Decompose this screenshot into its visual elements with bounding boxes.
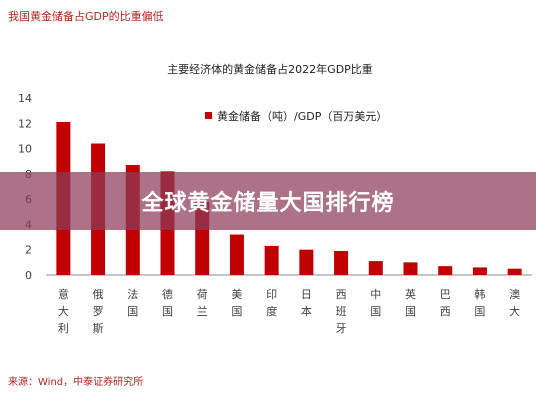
x-tick-label: 大: [509, 304, 520, 318]
x-tick-label: 班: [336, 305, 347, 318]
legend-label: 黄金储备（吨）/GDP（百万美元）: [217, 109, 387, 123]
bar-7: [299, 249, 314, 275]
banner-text: 全球黄金储量大国排行榜: [141, 191, 395, 216]
x-tick-label: 俄: [93, 288, 104, 301]
y-tick-label: 2: [25, 244, 32, 257]
bar-5: [229, 234, 244, 275]
x-tick-label: 国: [231, 305, 242, 318]
page-title: 我国黄金储备占GDP的比重偏低: [8, 10, 164, 23]
y-tick-label: 12: [18, 117, 32, 130]
x-tick-label: 意: [58, 287, 69, 301]
x-tick-label: 法: [127, 287, 138, 301]
bar-12: [472, 267, 487, 275]
x-tick-label: 利: [58, 322, 69, 335]
x-tick-label: 美: [231, 288, 242, 301]
y-tick-label: 14: [18, 92, 32, 105]
y-tick-label: 10: [18, 143, 32, 156]
x-tick-label: 度: [266, 304, 277, 318]
chart-title: 主要经济体的黄金储备占2022年GDP比重: [167, 62, 373, 76]
x-tick-label: 国: [127, 305, 138, 318]
x-tick-label: 西: [440, 305, 451, 318]
x-tick-label: 罗: [93, 305, 104, 318]
x-tick-label: 斯: [93, 322, 104, 335]
bar-9: [368, 261, 383, 275]
title-banner: 全球黄金储量大国排行榜: [0, 172, 536, 230]
x-tick-label: 国: [370, 305, 381, 318]
x-tick-label: 韩: [474, 287, 485, 301]
x-tick-label: 兰: [197, 305, 208, 318]
x-tick-label: 荷: [197, 288, 208, 301]
x-tick-label: 巴: [440, 288, 451, 301]
x-tick-label: 大: [58, 304, 69, 318]
x-tick-label: 国: [474, 305, 485, 318]
bar-13: [507, 268, 522, 275]
legend-swatch: [205, 112, 212, 119]
x-tick-label: 中: [370, 288, 381, 301]
bar-6: [264, 245, 279, 275]
x-tick-label: 本: [301, 304, 312, 318]
x-tick-label: 国: [405, 305, 416, 318]
x-tick-label: 牙: [336, 322, 347, 335]
x-tick-label: 英: [405, 287, 416, 301]
x-tick-label: 德: [162, 287, 173, 301]
x-tick-label: 澳: [509, 288, 520, 301]
x-tick-label: 西: [336, 288, 347, 301]
x-tick-label: 日: [301, 288, 312, 301]
y-tick-label: 0: [25, 269, 32, 282]
bar-8: [334, 250, 349, 275]
source-note: 来源：Wind，中泰证券研究所: [8, 377, 144, 388]
x-tick-label: 印: [266, 288, 277, 301]
x-tick-label: 国: [162, 305, 173, 318]
bar-11: [438, 266, 453, 275]
bar-10: [403, 262, 418, 275]
